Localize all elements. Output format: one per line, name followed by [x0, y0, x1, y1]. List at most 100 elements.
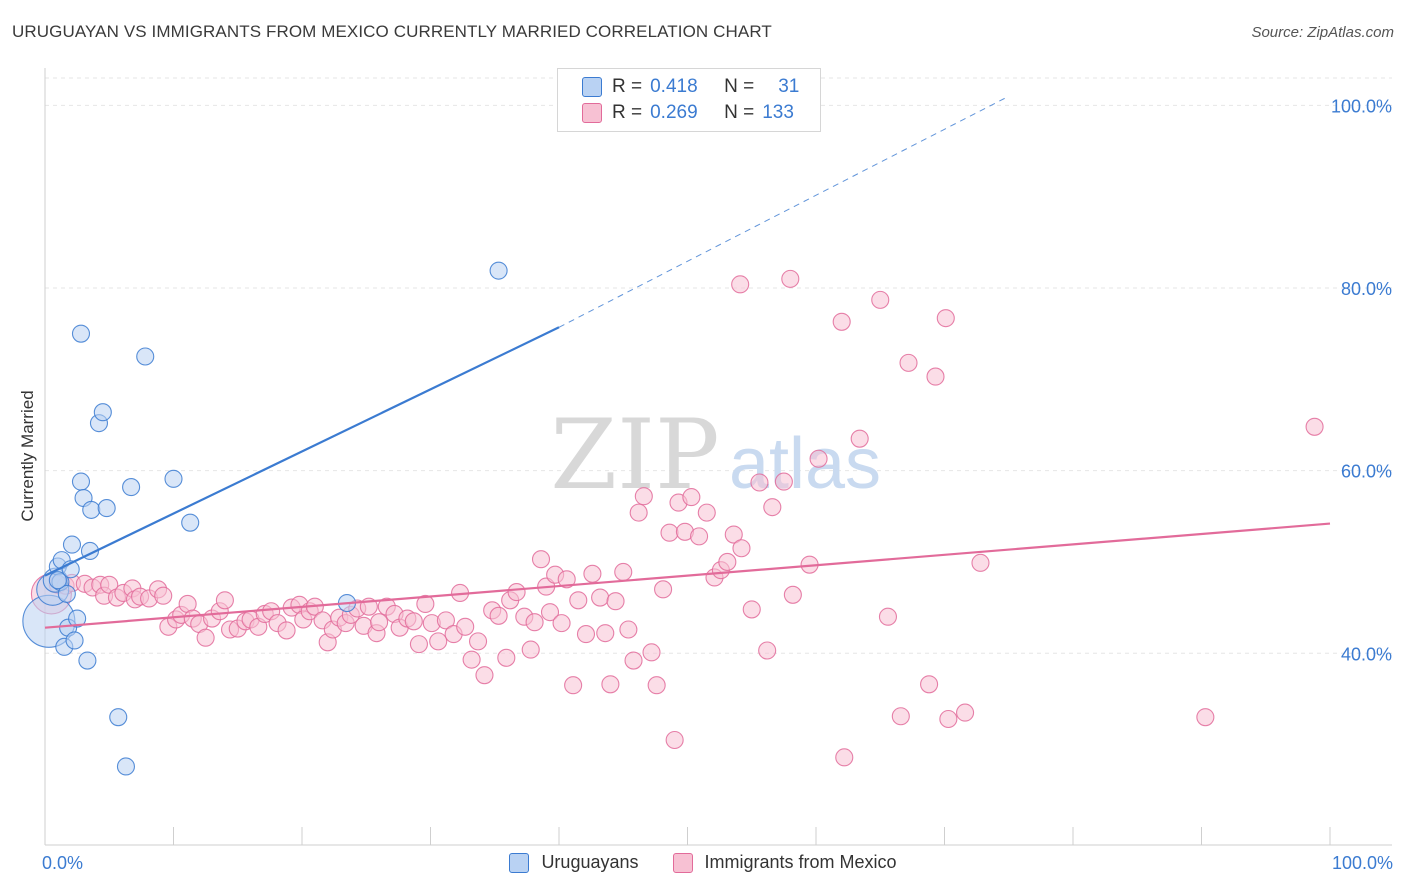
mexico-point	[660, 523, 679, 542]
mexico-point	[956, 703, 975, 722]
mexico-point	[591, 588, 610, 607]
mexico-point	[531, 550, 551, 569]
mexico-point	[624, 651, 643, 670]
uruguayan-point	[82, 500, 101, 519]
mexico-points	[30, 269, 1324, 767]
mexico-point	[718, 552, 737, 571]
mexico-point	[416, 594, 435, 613]
mexico-point	[370, 613, 389, 632]
mexico-point	[196, 628, 215, 647]
axis-layer	[44, 68, 1392, 846]
x-tick-label: 0.0%	[42, 853, 83, 873]
uruguayan-point	[48, 571, 67, 590]
mexico-point	[878, 607, 898, 626]
uruguayan-points	[22, 261, 508, 776]
mexico-point	[601, 675, 620, 694]
watermark: ZIP atlas	[550, 399, 881, 511]
mexico-point	[525, 613, 544, 632]
mexico-point	[926, 367, 945, 386]
mexico-point	[742, 600, 761, 619]
mexico-point	[409, 635, 428, 654]
uruguayan-point	[97, 499, 116, 518]
mexico-point	[758, 641, 777, 660]
legend-row-uruguayans: R = 0.418 N = 31	[582, 75, 799, 99]
series-name: Uruguayans	[541, 852, 639, 872]
mexico-point	[832, 312, 851, 331]
mexico-point	[665, 730, 684, 750]
tick-labels: 40.0% 60.0% 80.0% 100.0% 0.0% 100.0%	[42, 96, 1393, 873]
mexico-point	[629, 503, 648, 522]
uruguayan-point	[57, 584, 76, 603]
mexico-point	[475, 666, 494, 685]
legend-r-value: 0.418	[650, 76, 698, 97]
legend-n-label: N =	[724, 76, 755, 97]
mexico-point	[569, 591, 588, 610]
mexico-point	[583, 564, 602, 583]
mexico-point	[781, 269, 800, 288]
uruguayan-point	[68, 609, 87, 628]
series-swatch-pink	[672, 852, 693, 873]
mexico-point	[576, 625, 596, 644]
mexico-trend-line	[44, 522, 1331, 629]
mexico-point	[732, 539, 751, 558]
legend-swatch-blue	[582, 77, 602, 97]
mexico-point	[724, 525, 743, 544]
y-tick-label: 40.0%	[1341, 644, 1392, 664]
mexico-point	[654, 580, 673, 599]
source-label: Source: ZipAtlas.com	[1251, 24, 1394, 41]
mexico-point	[920, 675, 939, 694]
series-legend-uruguayans: Uruguayans	[509, 852, 639, 873]
legend-r-value: 0.269	[650, 102, 698, 123]
legend-n-value: 133	[762, 102, 794, 123]
mexico-point	[850, 429, 869, 448]
uruguayan-point	[164, 469, 183, 488]
mexico-point	[436, 611, 455, 630]
mexico-point	[763, 498, 782, 517]
uruguayan-point	[116, 757, 136, 776]
mexico-point	[606, 592, 625, 611]
mexico-point	[774, 472, 793, 491]
uruguayan-point	[78, 651, 97, 670]
uruguayan-point	[136, 347, 155, 366]
mexico-point	[939, 709, 958, 729]
mexico-point	[731, 275, 750, 294]
mexico-point	[564, 676, 583, 695]
mexico-point	[891, 707, 910, 726]
mexico-point	[1196, 708, 1215, 727]
mexico-point	[497, 648, 516, 667]
uruguayan-trend-extension	[558, 95, 1009, 328]
mexico-point	[871, 290, 890, 309]
uruguayan-point	[93, 403, 112, 422]
mexico-point	[690, 527, 709, 546]
mexico-point	[521, 640, 540, 659]
mexico-point	[596, 624, 615, 643]
mexico-point	[971, 553, 990, 572]
x-tick-label: 100.0%	[1332, 853, 1393, 873]
legend-r-label: R =	[612, 76, 643, 97]
mexico-point	[507, 583, 526, 602]
uruguayan-point	[71, 324, 91, 343]
mexico-point	[642, 643, 661, 662]
chart-title: URUGUAYAN VS IMMIGRANTS FROM MEXICO CURR…	[12, 22, 772, 41]
series-swatch-blue	[509, 852, 530, 873]
uruguayan-point	[71, 472, 91, 491]
legend-row-mexico: R = 0.269 N = 133	[582, 101, 794, 125]
y-tick-label: 60.0%	[1341, 462, 1392, 482]
uruguayan-trend-line	[44, 326, 560, 577]
mexico-point	[277, 621, 296, 640]
y-tick-label: 80.0%	[1341, 279, 1392, 299]
mexico-point	[489, 606, 508, 625]
mexico-point	[697, 503, 716, 522]
y-tick-label: 100.0%	[1331, 96, 1392, 116]
uruguayan-point	[489, 261, 508, 280]
mexico-point	[809, 449, 828, 468]
mexico-point	[899, 353, 918, 372]
correlation-legend: R = 0.418 N = 31 R = 0.269 N = 133	[557, 68, 821, 132]
mexico-point	[634, 487, 653, 506]
mexico-point	[783, 585, 802, 604]
mexico-point	[456, 617, 475, 636]
mexico-point	[750, 473, 769, 492]
mexico-point	[936, 309, 955, 328]
uruguayan-point	[109, 708, 128, 727]
series-name: Immigrants from Mexico	[704, 852, 897, 872]
